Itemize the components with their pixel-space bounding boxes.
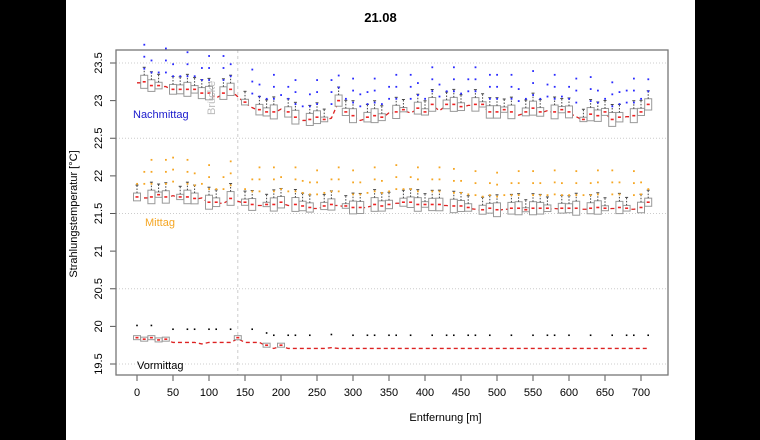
y-tick-label: 22 bbox=[93, 170, 105, 182]
y-tick-label: 23 bbox=[93, 95, 105, 107]
y-tick-label: 22.5 bbox=[93, 128, 105, 149]
x-tick-label: 700 bbox=[632, 387, 650, 399]
x-tick-label: 300 bbox=[344, 387, 362, 399]
y-tick-label: 20 bbox=[93, 320, 105, 332]
x-tick-label: 400 bbox=[416, 387, 434, 399]
y-tick-label: 20.5 bbox=[93, 278, 105, 299]
x-tick-label: 50 bbox=[167, 387, 179, 399]
boxplot-chart: 0 50 100 150 200 250 300 350 400 450 500 550 600 650 7… bbox=[93, 43, 669, 399]
x-tick-label: 350 bbox=[380, 387, 398, 399]
axes: 0 50 100 150 200 250 300 350 400 450 500 550 600 650 7… bbox=[93, 52, 650, 399]
x-axis-label: Entfernung [m] bbox=[409, 412, 482, 424]
x-tick-label: 200 bbox=[272, 387, 290, 399]
x-tick-label: 600 bbox=[560, 387, 578, 399]
y-tick-label: 19.5 bbox=[93, 353, 105, 374]
label-vormittag: Vormittag bbox=[137, 360, 184, 372]
x-tick-label: 0 bbox=[134, 387, 140, 399]
x-tick-label: 550 bbox=[524, 387, 542, 399]
y-tick-label: 21.5 bbox=[93, 203, 105, 224]
x-tick-label: 450 bbox=[452, 387, 470, 399]
label-bridge: Brücke bbox=[206, 80, 218, 115]
x-tick-label: 500 bbox=[488, 387, 506, 399]
series-mittag bbox=[133, 156, 653, 218]
x-tick-label: 650 bbox=[596, 387, 614, 399]
plot-frame bbox=[115, 49, 669, 376]
series-nachmittag bbox=[137, 43, 653, 127]
x-tick-label: 150 bbox=[236, 387, 254, 399]
y-axis-label: Strahlungstemperatur [°C] bbox=[68, 150, 80, 278]
chart-title: 21.08 bbox=[364, 10, 397, 25]
grid-lines bbox=[116, 62, 668, 365]
data-series bbox=[133, 43, 653, 350]
label-mittag: Mittag bbox=[145, 217, 175, 229]
label-nachmittag: Nachmittag bbox=[133, 109, 189, 121]
y-tick-label: 23.5 bbox=[93, 52, 105, 73]
chart-canvas: 0 50 100 150 200 250 300 350 400 450 500 550 600 650 7… bbox=[66, 0, 695, 440]
y-tick-label: 21 bbox=[93, 245, 105, 257]
series-vormittag bbox=[133, 324, 649, 350]
x-tick-label: 100 bbox=[200, 387, 218, 399]
x-tick-label: 250 bbox=[308, 387, 326, 399]
